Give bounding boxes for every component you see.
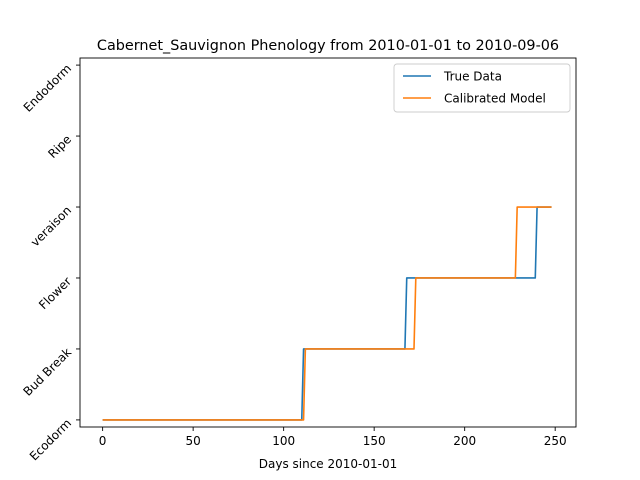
series-line-true-data xyxy=(102,206,552,421)
legend-label-true-data: True Data xyxy=(443,70,502,84)
legend-label-calibrated-model: Calibrated Model xyxy=(444,92,546,106)
series-layer xyxy=(102,206,552,421)
x-tick-label: 0 xyxy=(99,434,107,448)
legend-frame xyxy=(393,63,571,113)
x-tick-label: 50 xyxy=(185,434,200,448)
x-tick-label: 250 xyxy=(544,434,567,448)
x-tick-label: 150 xyxy=(363,434,386,448)
chart-legend: True Data Calibrated Model xyxy=(393,63,571,113)
x-tick-label: 100 xyxy=(272,434,295,448)
x-axis-label: Days since 2010-01-01 xyxy=(259,457,398,471)
series-line-calibrated-model xyxy=(102,206,552,421)
plot-area-frame xyxy=(79,57,577,428)
x-tick-label: 200 xyxy=(453,434,476,448)
x-axis-ticks: 0 50 100 150 200 250 xyxy=(99,427,567,448)
chart-title: Cabernet_Sauvignon Phenology from 2010-0… xyxy=(97,38,559,54)
